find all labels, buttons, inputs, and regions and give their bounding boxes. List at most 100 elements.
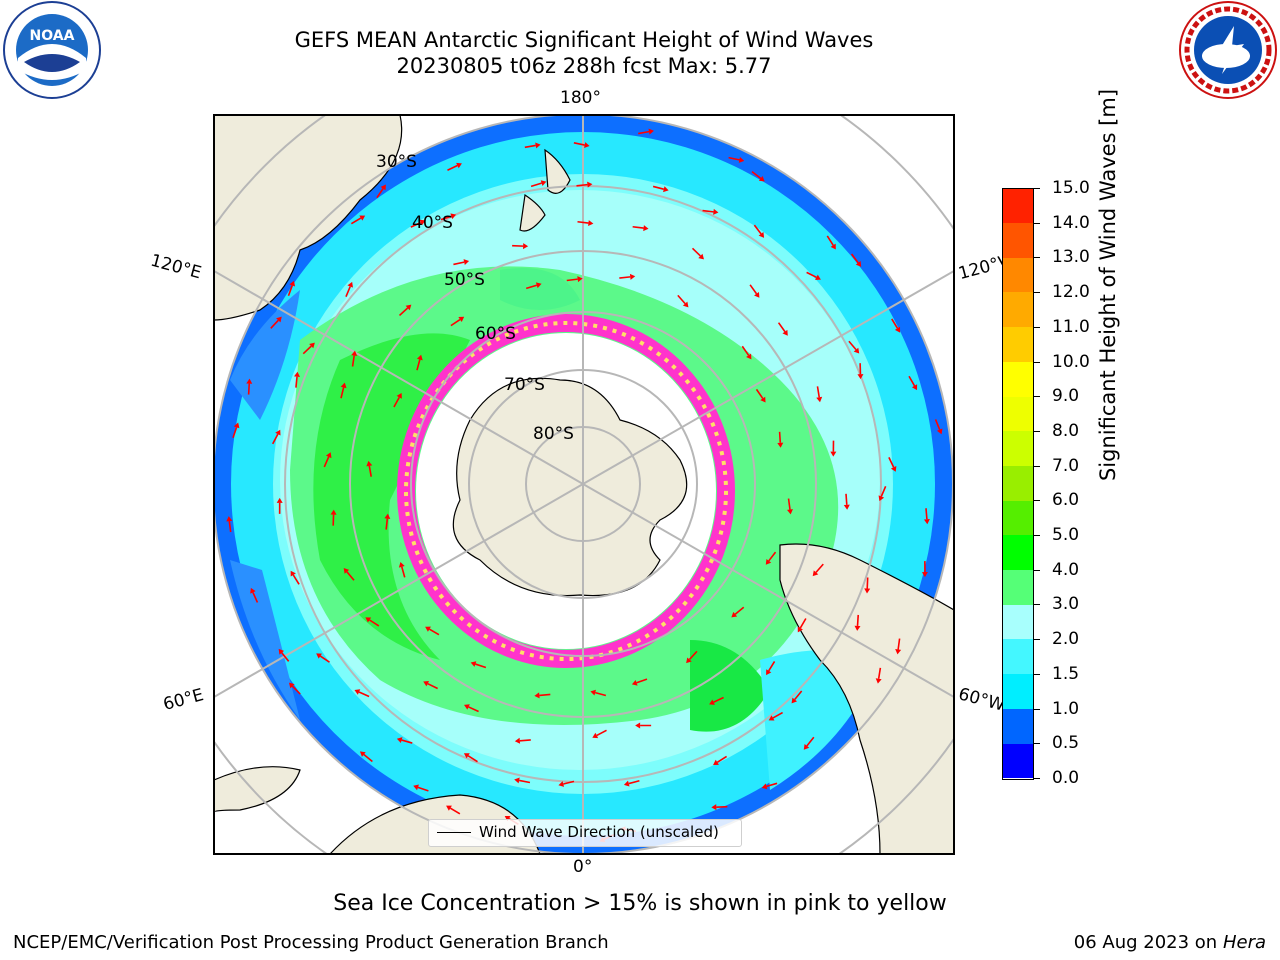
wind-arrow-head [458, 316, 465, 323]
wind-arrow-head [765, 558, 772, 565]
colorbar-tick [1034, 673, 1040, 675]
wind-arrow-shaft [319, 655, 330, 663]
colorbar-segment [1002, 188, 1034, 223]
wind-arrow-shaft [291, 685, 301, 695]
wind-arrow-head [713, 759, 719, 765]
wind-arrow-shaft [358, 691, 370, 698]
colorbar-tick-label: 9.0 [1052, 386, 1080, 407]
wind-arrow-shaft [628, 780, 640, 785]
colorbar-tick-label: 6.0 [1052, 490, 1080, 511]
wind-arrow-shaft [401, 566, 406, 578]
svg-text:NOAA: NOAA [30, 28, 75, 44]
wind-arrow-head [758, 176, 765, 182]
wind-arrow-shaft [787, 498, 791, 510]
colorbar-tick-label: 2.0 [1052, 629, 1080, 650]
wind-arrow-shaft [850, 253, 859, 264]
wind-arrow-head [405, 304, 412, 311]
colorbar-tick [1034, 430, 1040, 432]
wind-arrow-head [812, 570, 819, 577]
wind-arrow-head [760, 396, 766, 403]
wind-arrow-shaft [302, 345, 312, 355]
wind-arrow-shaft [891, 318, 899, 329]
wind-arrow-head [278, 648, 285, 655]
wind-arrow-head [623, 780, 630, 787]
wind-arrow-shaft [577, 220, 589, 224]
wind-arrow-shaft [826, 235, 834, 246]
wind-arrow-shaft [794, 690, 803, 701]
colorbar-label: Significant Height of Wind Waves [m] [1096, 88, 1120, 482]
plot-title-line-1: GEFS MEAN Antarctic Significant Height o… [294, 28, 874, 52]
wind-arrow-head [875, 678, 882, 684]
wind-arrow-head [535, 282, 542, 289]
wind-arrow-head [359, 751, 366, 757]
wind-arrow-shaft [816, 386, 821, 398]
colorbar-tick-label: 1.5 [1052, 663, 1080, 684]
wind-arrow-shaft [573, 142, 585, 146]
wind-arrow-head [698, 253, 704, 260]
wind-arrow-head [936, 428, 943, 435]
wind-arrow-shaft [417, 786, 429, 792]
wind-arrow-head [857, 374, 864, 380]
wind-arrow-head [540, 180, 547, 186]
wind-arrow-head [384, 513, 391, 519]
wind-arrow-shaft [753, 224, 762, 235]
longitude-gridlines [214, 115, 954, 854]
colorbar-segment [1002, 257, 1034, 293]
wind-arrow-shaft [530, 182, 542, 188]
wind-arrow-head [514, 777, 520, 784]
wind-arrow-head [288, 682, 295, 689]
colorbar-tick-label: 7.0 [1052, 455, 1080, 476]
wind-arrow-shaft [346, 571, 355, 581]
wind-arrow-shaft [848, 340, 857, 351]
wind-arrow-shaft [845, 493, 848, 505]
wind-arrow-head [830, 451, 837, 457]
colorbar-segment [1002, 743, 1034, 779]
wind-arrow-head [450, 213, 457, 220]
colorbar-tick [1034, 778, 1040, 779]
footer-credit: NCEP/EMC/Verification Post Processing Pr… [13, 932, 609, 953]
colorbar-tick-label: 15.0 [1052, 178, 1090, 198]
wind-arrow-shaft [595, 691, 607, 697]
wind-arrow-head [761, 783, 768, 790]
wind-arrow-head [577, 276, 583, 283]
wind-arrow-shaft [350, 217, 362, 225]
wind-arrow-head [504, 816, 511, 822]
wind-arrow-head [396, 737, 403, 743]
colorbar-segment [1002, 535, 1034, 571]
colorbar-tick-label: 10.0 [1052, 351, 1090, 372]
wind-arrow-shaft [385, 518, 389, 530]
wind-arrow-shaft [713, 696, 724, 703]
lat-label-50s: 50°S [444, 270, 485, 290]
wind-arrow-shaft [363, 753, 373, 763]
wind-arrow-head [380, 184, 386, 191]
colorbar-tick [1034, 639, 1040, 641]
wind-arrow-head [911, 384, 918, 391]
lat-label-60s: 60°S [475, 324, 516, 344]
wind-arrow-shaft [447, 164, 458, 171]
wind-arrow-shaft [799, 618, 807, 629]
madagascar [214, 766, 301, 813]
wind-arrow-head [663, 186, 669, 193]
wind-arrow-shaft [228, 521, 232, 533]
wind-arrow-head [398, 561, 405, 568]
wind-arrow-head [878, 495, 885, 502]
wind-arrow-head [746, 353, 752, 360]
footer-date-text: 06 Aug 2023 on [1073, 932, 1218, 953]
wind-arrow-shaft [519, 739, 531, 742]
wind-arrow-shaft [467, 755, 478, 763]
wind-arrow-head [470, 661, 477, 667]
wind-arrow-head [768, 715, 775, 721]
wind-arrow-shaft [908, 375, 916, 387]
colorbar-segment [1002, 465, 1034, 501]
wind-arrow-head [890, 465, 897, 472]
colorbar-tick [1034, 604, 1040, 606]
lon-label-0: 0° [573, 857, 593, 877]
colorbar-tick-label: 12.0 [1052, 282, 1090, 303]
wind-arrow-shaft [877, 667, 882, 679]
wind-arrow-head [682, 301, 689, 308]
wind-arrow-shaft [281, 652, 290, 662]
wind-arrow-head [463, 259, 470, 266]
wind-arrow-shaft [287, 285, 294, 297]
colorbar-tick-label: 0.0 [1052, 768, 1080, 788]
colorbar-segment [1002, 639, 1034, 675]
